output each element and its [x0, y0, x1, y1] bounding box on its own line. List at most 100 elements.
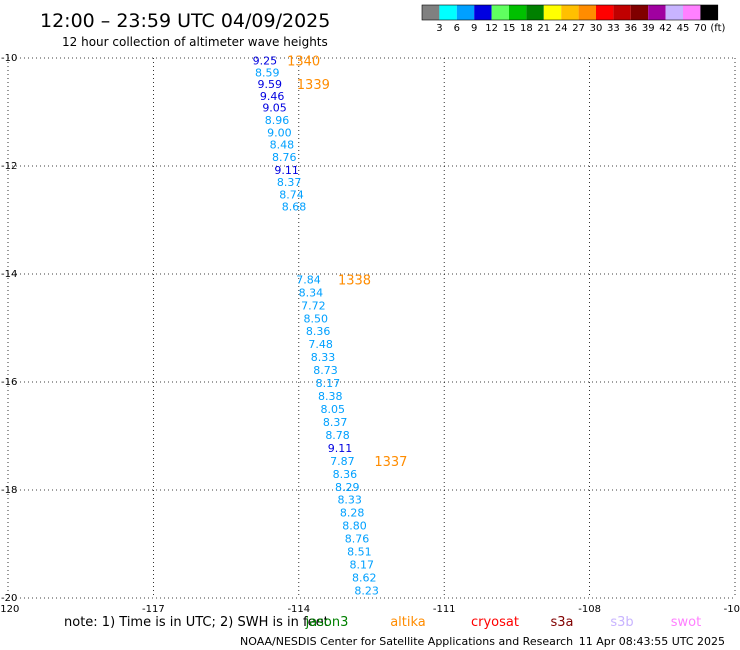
colorbar-swatch: [665, 5, 683, 20]
y-tick-label: -10: [1, 53, 17, 64]
wave-height-point: 8.23: [354, 584, 379, 597]
wave-height-point: 7.87: [330, 455, 355, 468]
colorbar-label: 33: [607, 23, 620, 34]
colorbar-label: 3: [436, 23, 442, 34]
time-label: 1338: [338, 273, 371, 288]
wave-height-point: 8.48: [270, 138, 295, 151]
legend-altika: altika: [390, 615, 426, 630]
time-label: 1339: [297, 78, 330, 93]
wave-height-point: 8.05: [320, 403, 345, 416]
legend-s3b: s3b: [610, 615, 633, 630]
colorbar-label: 15: [503, 23, 516, 34]
wave-height-point: 9.11: [274, 164, 299, 177]
wave-height-point: 8.37: [277, 176, 302, 189]
wave-height-point: 7.72: [301, 299, 326, 312]
wave-height-point: 8.33: [311, 351, 336, 364]
colorbar-label: 30: [590, 23, 603, 34]
legend-jason3: jason3: [305, 615, 349, 630]
colorbar-label: 39: [642, 23, 655, 34]
colorbar-label: 42: [659, 23, 672, 34]
wave-height-point: 8.76: [345, 533, 370, 546]
colorbar-swatch: [700, 5, 718, 20]
colorbar-label: 21: [537, 23, 550, 34]
wave-height-point: 8.37: [323, 416, 348, 429]
colorbar-swatch: [630, 5, 649, 20]
wave-height-point: 9.25: [253, 55, 278, 68]
wave-height-point: 8.50: [304, 312, 329, 325]
chart-title: 12:00 – 23:59 UTC 04/09/2025: [40, 10, 330, 32]
wave-height-point: 8.17: [350, 559, 375, 572]
colorbar-label: 9: [471, 23, 477, 34]
footer-timestamp: 11 Apr 08:43:55 UTC 2025: [579, 635, 725, 648]
wave-height-point: 9.00: [267, 127, 292, 140]
colorbar-label: 45: [677, 23, 690, 34]
wave-height-point: 8.38: [318, 390, 343, 403]
y-tick-label: -16: [1, 377, 17, 388]
wave-height-point: 8.34: [299, 286, 324, 299]
colorbar-label: 12: [485, 23, 498, 34]
x-tick-label: -111: [433, 604, 456, 615]
colorbar-label: 6: [454, 23, 460, 34]
wave-height-point: 8.62: [352, 571, 377, 584]
footer-note: note: 1) Time is in UTC; 2) SWH is in fe…: [64, 615, 329, 630]
colorbar-swatch: [648, 5, 666, 20]
wave-height-point: 8.17: [316, 377, 341, 390]
x-tick-label: -108: [578, 604, 601, 615]
colorbar-border: [421, 4, 719, 21]
legend-cryosat: cryosat: [471, 615, 519, 630]
colorbar-swatch: [422, 5, 440, 20]
wave-height-point: 9.59: [257, 78, 282, 91]
chart-subtitle: 12 hour collection of altimeter wave hei…: [62, 35, 328, 49]
colorbar-swatch: [491, 5, 509, 20]
footer-credit: NOAA/NESDIS Center for Satellite Applica…: [240, 635, 573, 648]
colorbar-swatch: [526, 5, 544, 20]
colorbar-swatch: [596, 5, 614, 20]
data-points: 9.258.599.599.469.058.969.008.488.769.11…: [253, 55, 379, 598]
y-tick-label: -20: [1, 593, 17, 604]
wave-height-point: 8.36: [306, 325, 331, 338]
colorbar-label: 36: [624, 23, 637, 34]
colorbar-unit: (ft): [710, 23, 725, 34]
x-tick-label: -117: [142, 604, 165, 615]
wave-height-point: 8.51: [347, 546, 372, 559]
y-tick-label: -18: [1, 485, 17, 496]
wave-height-point: 8.68: [282, 201, 307, 214]
wave-height-point: 8.73: [313, 364, 338, 377]
wave-height-point: 8.28: [340, 507, 365, 520]
colorbar-swatch: [683, 5, 701, 20]
colorbar-swatch: [456, 5, 475, 20]
axis-tick-labels: -120 -117 -114 -111 -108 -105 -10 -12 -14 -16 -18 -…: [0, 53, 740, 615]
wave-height-point: 8.59: [255, 67, 280, 80]
wave-height-point: 9.05: [262, 102, 287, 115]
time-label: 1340: [287, 55, 320, 70]
legend-s3a: s3a: [550, 615, 573, 630]
wave-height-point: 8.29: [335, 481, 360, 494]
colorbar-swatch: [474, 5, 492, 20]
time-labels: 1340 1339 1338 1337: [287, 55, 407, 470]
colorbar-label: 27: [572, 23, 585, 34]
colorbar-swatch: [509, 5, 527, 20]
y-tick-label: -14: [1, 269, 17, 280]
wave-height-point: 8.96: [265, 114, 290, 127]
wave-height-point: 8.33: [337, 494, 362, 507]
plot-grid: [7, 57, 736, 599]
x-tick-label: -120: [0, 604, 19, 615]
wave-height-point: 7.84: [296, 273, 321, 286]
wave-height-point: 7.48: [308, 338, 333, 351]
y-tick-label: -12: [1, 161, 17, 172]
wave-height-point: 8.78: [325, 429, 350, 442]
colorbar-swatch: [561, 5, 579, 20]
colorbar-swatch: [439, 5, 457, 20]
wave-height-point: 8.36: [333, 468, 358, 481]
x-tick-label: -105: [724, 604, 740, 615]
colorbar-label: 18: [520, 23, 533, 34]
colorbar-swatch: [543, 5, 562, 20]
legend-swot: swot: [671, 615, 701, 630]
wave-height-point: 9.11: [328, 442, 353, 455]
colorbar-label: 24: [555, 23, 568, 34]
time-label: 1337: [374, 455, 407, 470]
wave-height-point: 8.76: [272, 151, 297, 164]
color-scale-bar: 3 6 9 12 15 18 21 24 27 30 33 36 39 42 45 70 (ft): [421, 4, 726, 34]
satellite-legend: jason3 altika cryosat s3a s3b swot: [305, 615, 702, 630]
colorbar-swatch: [578, 5, 596, 20]
